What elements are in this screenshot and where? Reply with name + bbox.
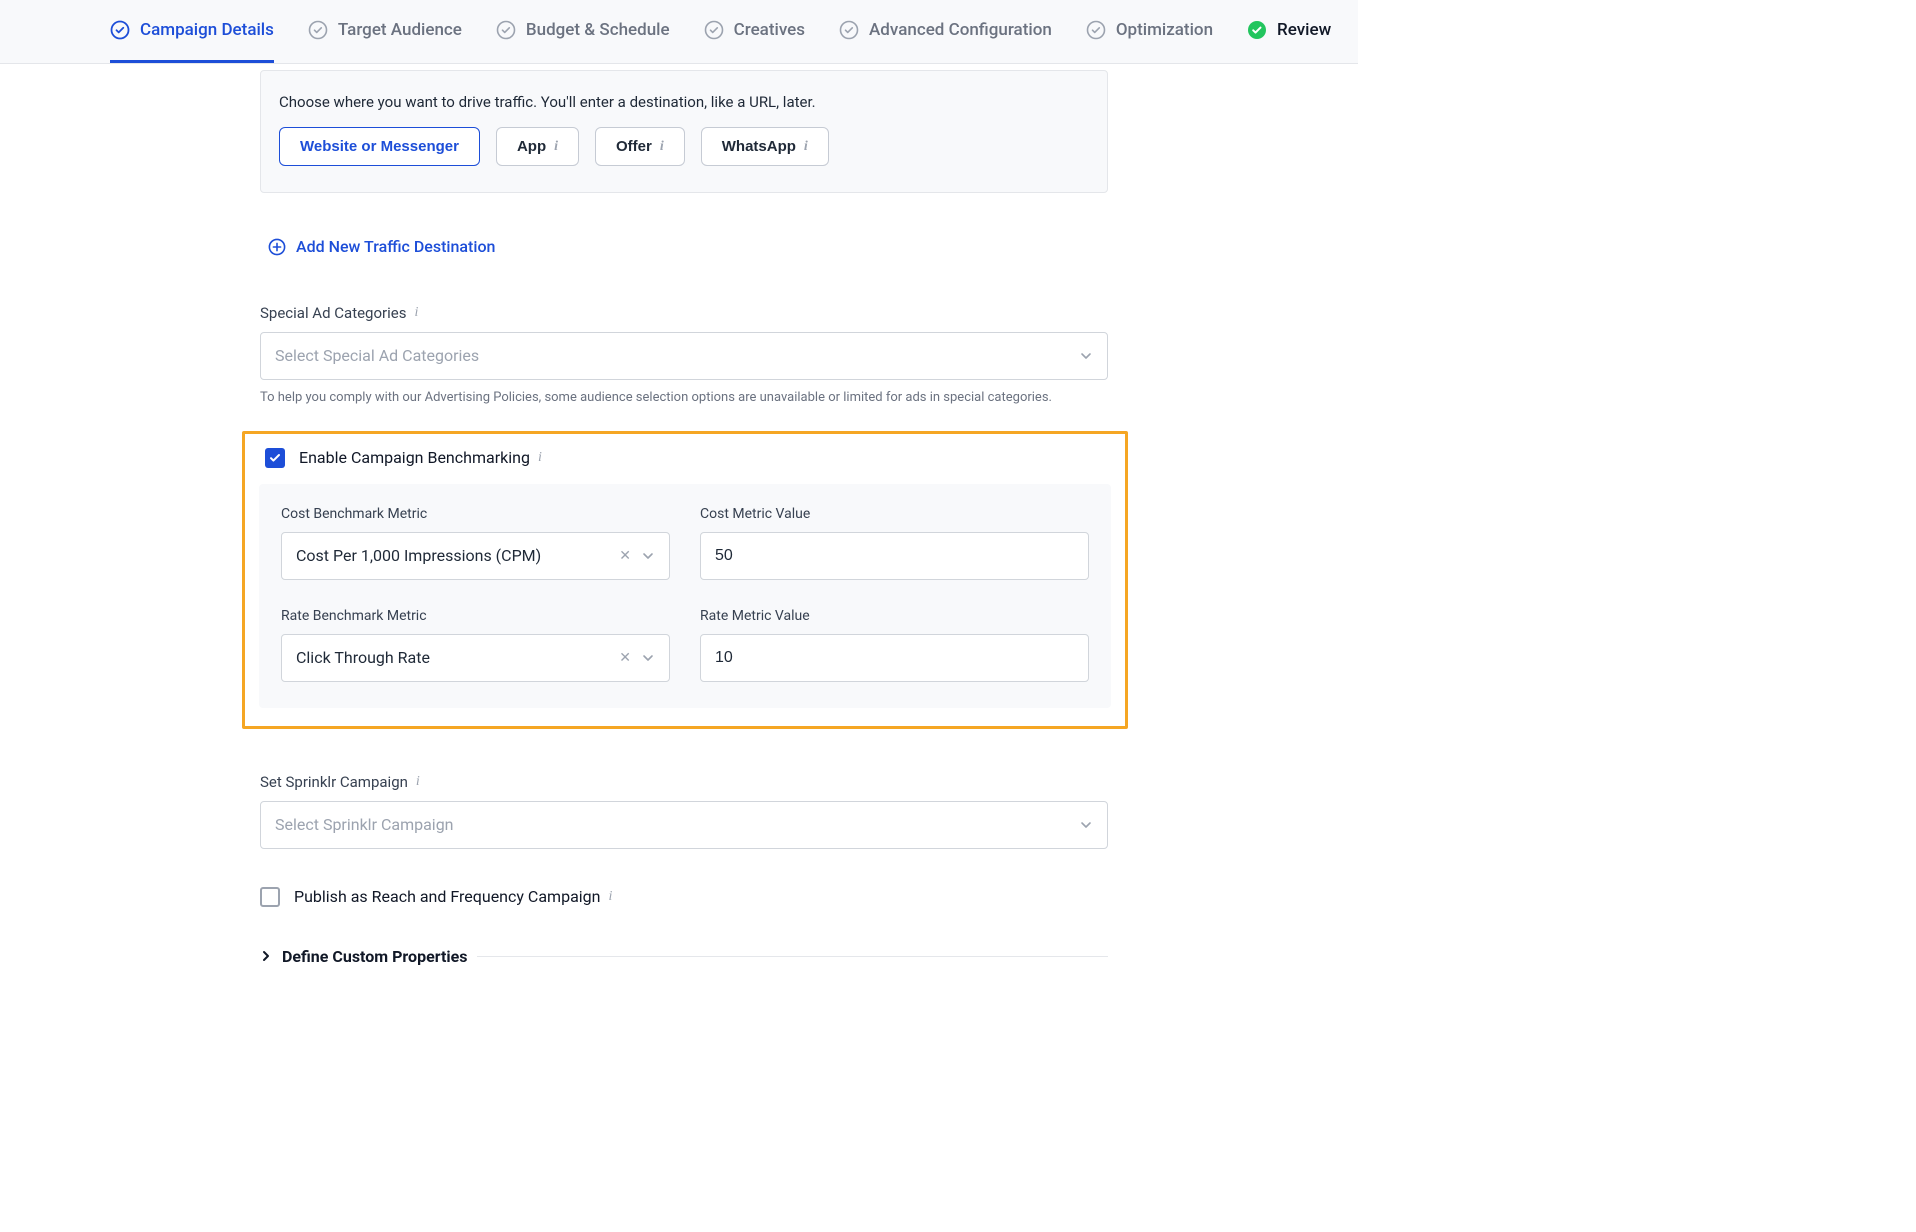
rate-metric-value-input[interactable]: [700, 634, 1089, 682]
field-label: Special Ad Categories i: [260, 304, 1108, 322]
enable-benchmarking-label: Enable Campaign Benchmarking i: [299, 448, 542, 467]
select-placeholder: Select Sprinklr Campaign: [275, 815, 454, 834]
define-custom-properties-row[interactable]: Define Custom Properties: [260, 947, 1108, 966]
field-label: Cost Metric Value: [700, 506, 1089, 522]
sprinklr-campaign-block: Set Sprinklr Campaign i Select Sprinklr …: [260, 773, 1108, 849]
enable-benchmarking-checkbox[interactable]: [265, 448, 285, 468]
select-placeholder: Select Special Ad Categories: [275, 346, 479, 365]
publish-reach-frequency-row: Publish as Reach and Frequency Campaign …: [260, 887, 1120, 907]
check-circle-filled-icon: [1247, 20, 1267, 40]
option-label: App: [517, 138, 546, 155]
option-label: Website or Messenger: [300, 138, 459, 155]
tab-budget-schedule[interactable]: Budget & Schedule: [496, 0, 670, 63]
helper-text: To help you comply with our Advertising …: [260, 390, 1108, 405]
cost-value-cell: Cost Metric Value: [700, 506, 1089, 580]
check-circle-icon: [839, 20, 859, 40]
tab-label: Advanced Configuration: [869, 20, 1052, 40]
input[interactable]: [715, 547, 1074, 565]
cost-benchmark-metric-select[interactable]: Cost Per 1,000 Impressions (CPM) ✕: [281, 532, 670, 580]
check-circle-icon: [1086, 20, 1106, 40]
publish-reach-frequency-checkbox[interactable]: [260, 887, 280, 907]
chevron-down-icon: [1079, 818, 1093, 832]
enable-benchmarking-row: Enable Campaign Benchmarking i: [265, 448, 1111, 468]
tab-label: Review: [1277, 20, 1331, 40]
special-ad-categories-select[interactable]: Select Special Ad Categories: [260, 332, 1108, 380]
tab-label: Target Audience: [338, 20, 462, 40]
traffic-option-website-messenger[interactable]: Website or Messenger: [279, 127, 480, 166]
option-label: Offer: [616, 138, 652, 155]
select-value: Click Through Rate: [296, 648, 430, 667]
tab-creatives[interactable]: Creatives: [704, 0, 805, 63]
select-value: Cost Per 1,000 Impressions (CPM): [296, 546, 541, 565]
stepper-tabs: Campaign Details Target Audience Budget …: [0, 0, 1358, 64]
info-icon: i: [608, 889, 612, 905]
tab-label: Budget & Schedule: [526, 20, 670, 40]
sprinklr-campaign-select[interactable]: Select Sprinklr Campaign: [260, 801, 1108, 849]
label-text: Publish as Reach and Frequency Campaign: [294, 887, 600, 906]
check-circle-icon: [308, 20, 328, 40]
input[interactable]: [715, 649, 1074, 667]
field-label: Cost Benchmark Metric: [281, 506, 670, 522]
info-icon: i: [554, 139, 558, 155]
publish-label: Publish as Reach and Frequency Campaign …: [294, 887, 612, 906]
plus-circle-icon: [268, 238, 286, 256]
rate-benchmark-metric-select[interactable]: Click Through Rate ✕: [281, 634, 670, 682]
label-text: Special Ad Categories: [260, 304, 406, 322]
tab-advanced-configuration[interactable]: Advanced Configuration: [839, 0, 1052, 63]
clear-icon[interactable]: ✕: [619, 548, 631, 564]
chevron-down-icon: [641, 651, 655, 665]
tab-label: Creatives: [734, 20, 805, 40]
define-custom-label: Define Custom Properties: [282, 947, 467, 966]
check-circle-icon: [704, 20, 724, 40]
label-text: Set Sprinklr Campaign: [260, 773, 408, 791]
tab-label: Optimization: [1116, 20, 1213, 40]
tab-optimization[interactable]: Optimization: [1086, 0, 1213, 63]
chevron-down-icon: [1079, 349, 1093, 363]
clear-icon[interactable]: ✕: [619, 650, 631, 666]
divider: [477, 956, 1108, 957]
add-traffic-destination-link[interactable]: Add New Traffic Destination: [268, 237, 495, 256]
tab-review[interactable]: Review: [1247, 0, 1331, 63]
tab-target-audience[interactable]: Target Audience: [308, 0, 462, 63]
traffic-options: Website or Messenger App i Offer i Whats…: [279, 127, 1089, 166]
traffic-option-offer[interactable]: Offer i: [595, 127, 685, 166]
add-link-label: Add New Traffic Destination: [296, 237, 495, 256]
tab-label: Campaign Details: [140, 20, 274, 40]
info-icon: i: [416, 774, 420, 790]
field-label: Rate Metric Value: [700, 608, 1089, 624]
special-ad-categories-block: Special Ad Categories i Select Special A…: [260, 304, 1108, 405]
label-text: Enable Campaign Benchmarking: [299, 448, 530, 467]
field-label: Set Sprinklr Campaign i: [260, 773, 1108, 791]
traffic-destination-card: Choose where you want to drive traffic. …: [260, 70, 1108, 193]
cost-metric-cell: Cost Benchmark Metric Cost Per 1,000 Imp…: [281, 506, 670, 580]
benchmarking-highlight-frame: Enable Campaign Benchmarking i Cost Benc…: [242, 431, 1128, 729]
main-content: Choose where you want to drive traffic. …: [0, 70, 1120, 1026]
cost-metric-value-input[interactable]: [700, 532, 1089, 580]
traffic-option-app[interactable]: App i: [496, 127, 579, 166]
check-circle-icon: [110, 20, 130, 40]
field-label: Rate Benchmark Metric: [281, 608, 670, 624]
traffic-description: Choose where you want to drive traffic. …: [279, 93, 1089, 111]
rate-metric-cell: Rate Benchmark Metric Click Through Rate…: [281, 608, 670, 682]
info-icon: i: [414, 305, 418, 321]
check-circle-icon: [496, 20, 516, 40]
traffic-option-whatsapp[interactable]: WhatsApp i: [701, 127, 829, 166]
chevron-right-icon: [260, 950, 272, 962]
option-label: WhatsApp: [722, 138, 796, 155]
rate-value-cell: Rate Metric Value: [700, 608, 1089, 682]
benchmarking-panel: Cost Benchmark Metric Cost Per 1,000 Imp…: [259, 484, 1111, 708]
tab-campaign-details[interactable]: Campaign Details: [110, 0, 274, 63]
chevron-down-icon: [641, 549, 655, 563]
info-icon: i: [660, 139, 664, 155]
info-icon: i: [804, 139, 808, 155]
info-icon: i: [538, 450, 542, 466]
